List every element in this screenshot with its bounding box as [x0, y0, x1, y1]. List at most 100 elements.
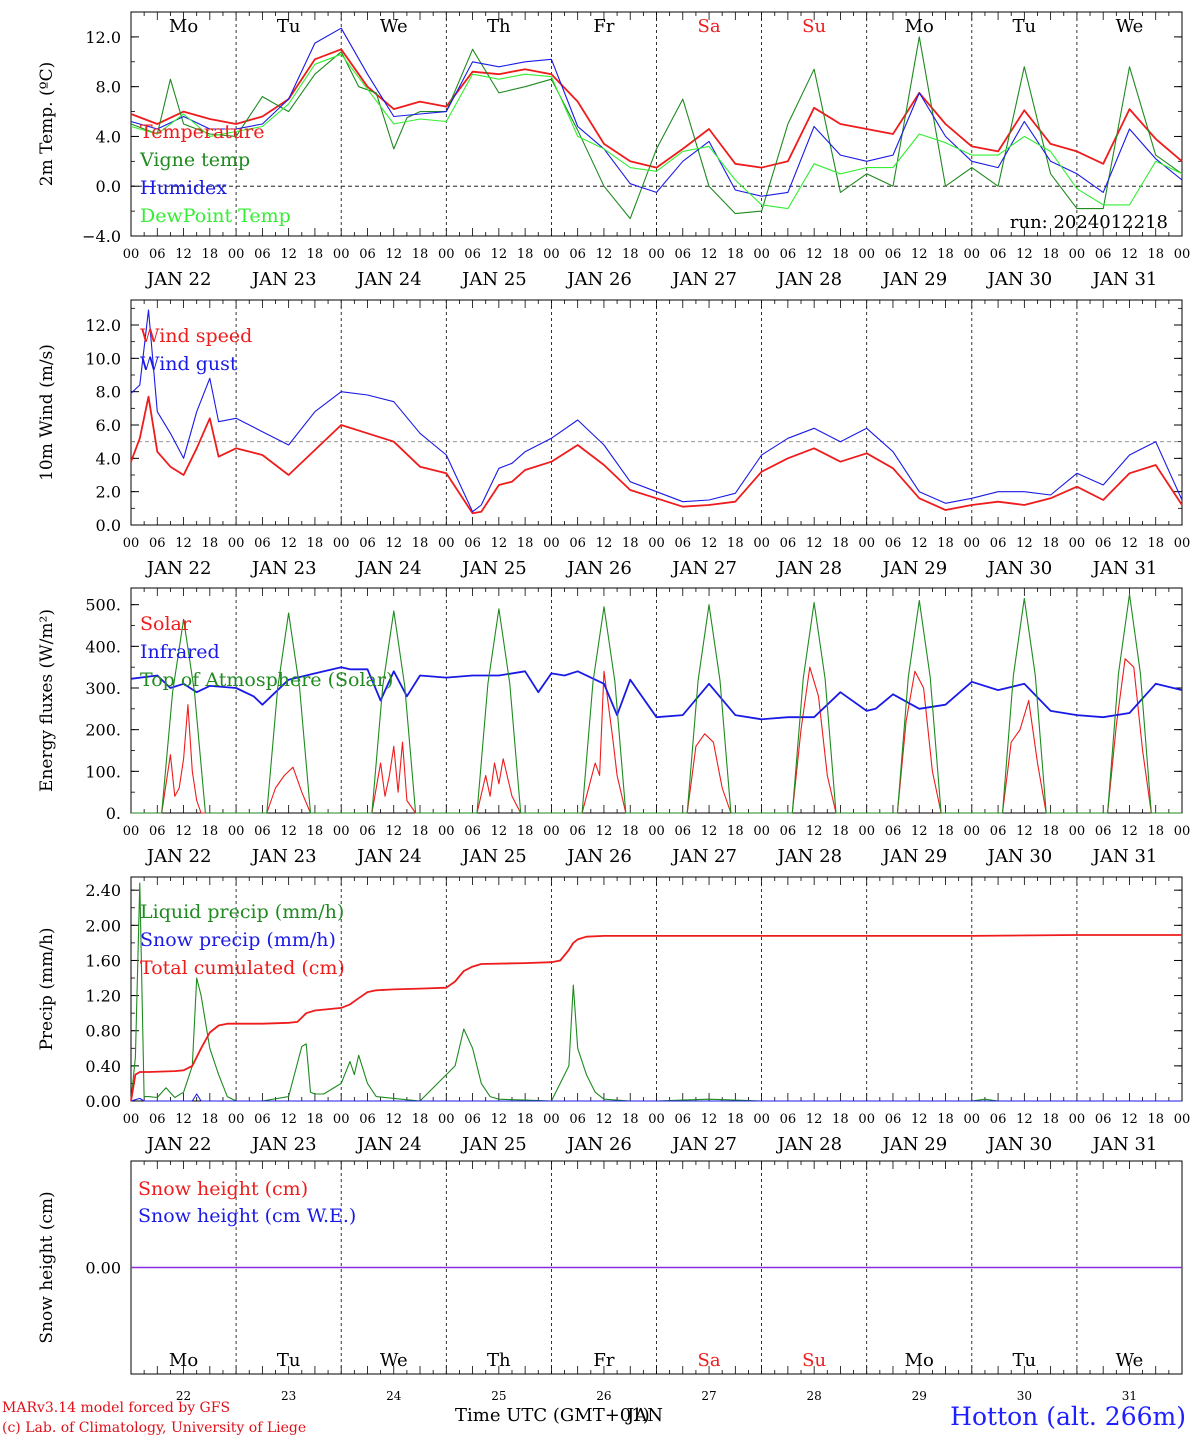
hour-label: 06 — [675, 247, 692, 262]
hour-label: 12 — [596, 1112, 613, 1127]
hour-label: 06 — [675, 824, 692, 839]
hour-label: 12 — [1121, 247, 1138, 262]
hour-label: 18 — [412, 1112, 429, 1127]
y-tick-label: 200. — [85, 721, 121, 740]
hour-label: 12 — [911, 1112, 928, 1127]
hour-label: 00 — [438, 536, 455, 551]
hour-label: 00 — [228, 536, 245, 551]
y-tick-label: 500. — [85, 596, 121, 615]
legend-entry: Total cumulated (cm) — [140, 957, 345, 979]
hour-label: 06 — [359, 247, 376, 262]
hour-label: 00 — [858, 247, 875, 262]
hour-label: 06 — [990, 247, 1007, 262]
hour-label: 12 — [911, 247, 928, 262]
hour-label: 18 — [832, 824, 849, 839]
series-line — [130, 36, 1183, 220]
panel-wind: 0.0 2.0 4.0 6.0 8.0 10.0 12.0 10m Wind (m/s) Win… — [37, 299, 1190, 579]
weekday-label: Mo — [169, 16, 198, 37]
hour-label: 00 — [648, 1112, 665, 1127]
date-label: JAN 28 — [775, 1134, 842, 1155]
y-tick-label: 10.0 — [85, 349, 121, 368]
hour-label: 06 — [149, 536, 166, 551]
hour-label: 12 — [1121, 1112, 1138, 1127]
hour-label: 06 — [780, 1112, 797, 1127]
weekday-label: Th — [487, 16, 511, 37]
series-line — [130, 53, 1183, 210]
y-axis-label: Precip (mm/h) — [37, 927, 57, 1050]
hour-label: 06 — [254, 536, 271, 551]
date-label: JAN 27 — [670, 1134, 737, 1155]
hour-label: 00 — [753, 536, 770, 551]
hour-label: 00 — [964, 247, 981, 262]
hour-label: 00 — [438, 1112, 455, 1127]
legend-entry: Snow height (cm) — [138, 1178, 308, 1200]
hour-label: 18 — [622, 247, 639, 262]
hour-label: 06 — [359, 824, 376, 839]
hour-label: 18 — [412, 247, 429, 262]
day-number-label: 26 — [596, 1389, 611, 1403]
panel-energy: 0. 100. 200. 300. 400. 500. Energy fluxes (W/m… — [37, 587, 1190, 867]
hour-label: 12 — [1016, 247, 1033, 262]
hour-label: 00 — [123, 536, 140, 551]
hour-label: 06 — [885, 824, 902, 839]
hour-label: 12 — [175, 1112, 192, 1127]
time-axis-label: Time UTC (GMT+01) JAN — [455, 1405, 663, 1426]
hour-label: 18 — [202, 536, 219, 551]
hour-label: 06 — [885, 1112, 902, 1127]
hour-label: 18 — [307, 247, 324, 262]
hour-label: 18 — [1147, 536, 1164, 551]
series-line — [130, 666, 1183, 721]
hour-label: 18 — [832, 247, 849, 262]
hour-label: 06 — [254, 1112, 271, 1127]
weekday-label: Mo — [169, 1350, 198, 1371]
date-label: JAN 24 — [355, 846, 422, 867]
date-label: JAN 30 — [986, 269, 1053, 290]
series-line — [130, 1093, 1182, 1102]
hour-label: 06 — [1095, 247, 1112, 262]
y-tick-label: 12.0 — [85, 28, 121, 47]
hour-label: 00 — [753, 247, 770, 262]
y-tick-label: 0.0 — [96, 516, 121, 535]
panel-precip: 0.00 0.40 0.80 1.20 1.60 2.00 2.40 Precip (mm/h… — [37, 876, 1190, 1155]
hour-label: 00 — [228, 824, 245, 839]
panel-temperature: −4.0 0.0 4.0 8.0 12.0 2m Temp. (ºC) Mo Tu We Th Fr… — [37, 11, 1190, 290]
weekday-label: We — [1116, 1350, 1144, 1371]
hour-label: 00 — [648, 824, 665, 839]
y-tick-label: 1.20 — [85, 987, 121, 1006]
panel-snow: 0.00 Snow height (cm) Snow height (cm) Snow… — [37, 1160, 1183, 1403]
date-label: JAN 25 — [460, 846, 527, 867]
time-axis-overprint: JAN — [627, 1405, 663, 1426]
legend-entry: Snow precip (mm/h) — [140, 929, 336, 951]
hour-label: 18 — [832, 1112, 849, 1127]
hour-label: 18 — [202, 824, 219, 839]
hour-label: 18 — [1042, 247, 1059, 262]
hour-label: 12 — [175, 824, 192, 839]
time-axis-text: Time UTC (GMT+01) — [455, 1405, 650, 1426]
date-label: JAN 31 — [1091, 1134, 1158, 1155]
hour-label: 00 — [858, 1112, 875, 1127]
hour-label: 12 — [1016, 536, 1033, 551]
hour-label: 18 — [937, 1112, 954, 1127]
y-tick-label: 1.60 — [85, 951, 121, 970]
y-tick-label: 0.0 — [96, 177, 121, 196]
panel-frame — [130, 11, 1183, 237]
weekday-label: Sa — [698, 16, 721, 37]
hour-label: 18 — [727, 824, 744, 839]
hour-label: 06 — [1095, 824, 1112, 839]
date-label: JAN 22 — [145, 1134, 212, 1155]
hour-label: 00 — [1069, 824, 1086, 839]
legend-entry: Temperature — [140, 121, 264, 143]
hour-label: 12 — [911, 536, 928, 551]
hour-label: 00 — [123, 824, 140, 839]
date-label: JAN 23 — [250, 1134, 317, 1155]
date-label: JAN 27 — [670, 269, 737, 290]
hour-label: 12 — [806, 1112, 823, 1127]
hour-label: 18 — [517, 247, 534, 262]
hour-label: 12 — [911, 824, 928, 839]
hour-label: 12 — [280, 824, 297, 839]
hour-label: 06 — [254, 824, 271, 839]
weekday-label: Mo — [905, 1350, 934, 1371]
run-annotation: run: 2024012218 — [1010, 212, 1168, 233]
series-line — [131, 593, 1182, 814]
y-tick-label: 300. — [85, 679, 121, 698]
